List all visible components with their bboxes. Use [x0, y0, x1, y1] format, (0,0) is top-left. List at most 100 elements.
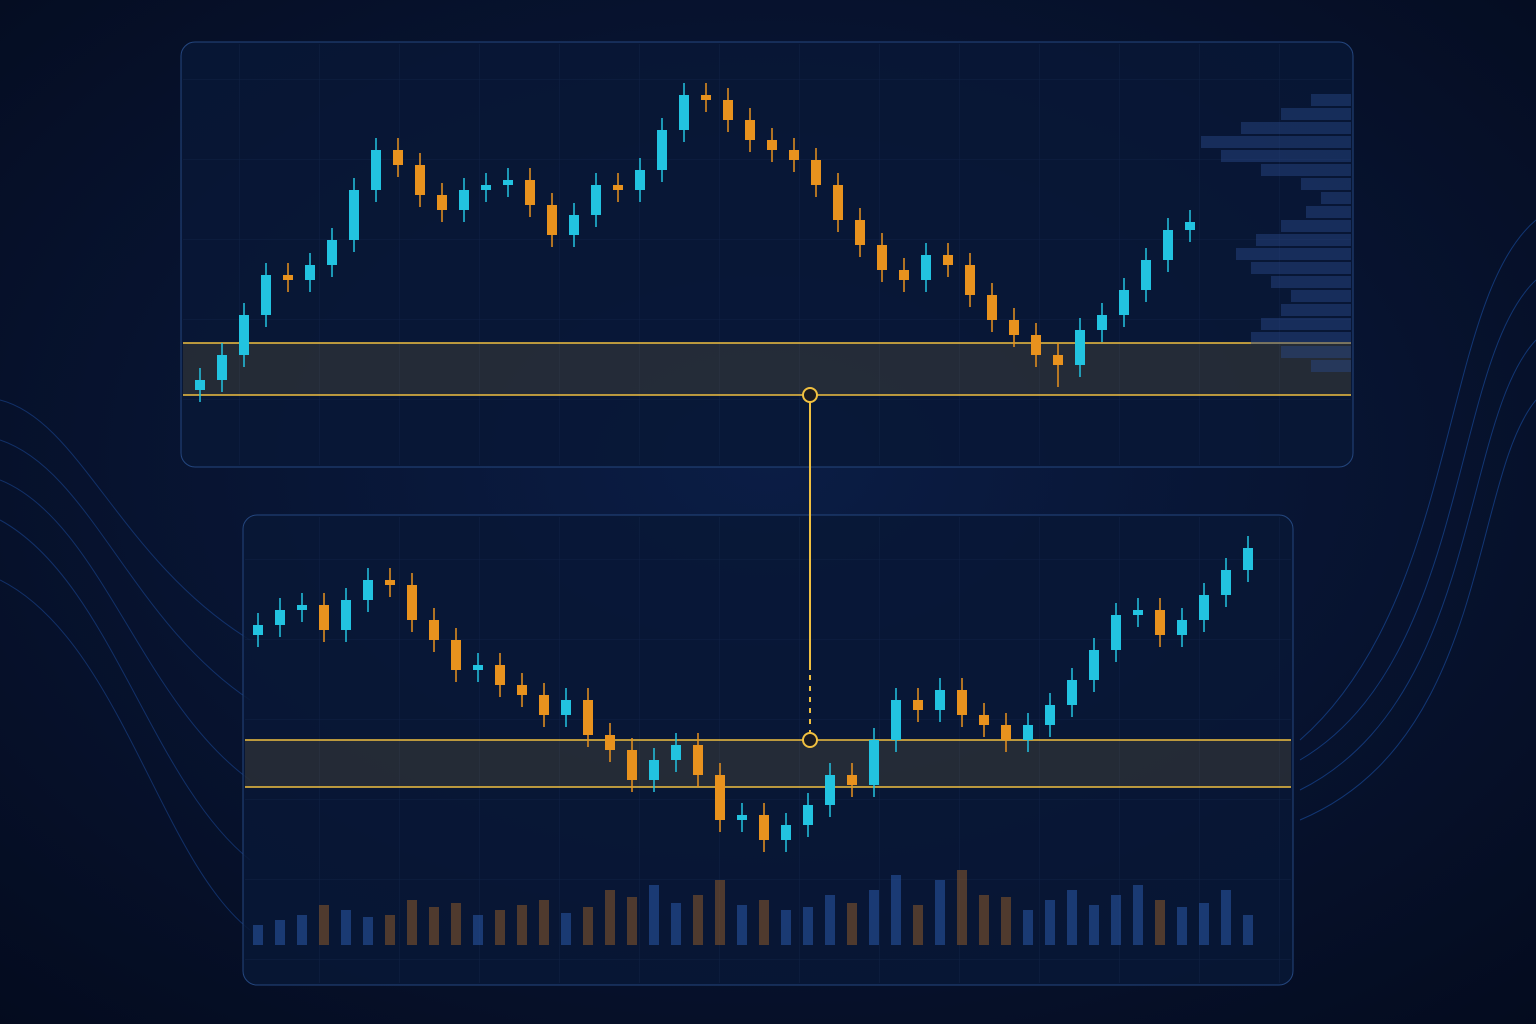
candle-body: [943, 255, 953, 265]
volume-bar: [275, 920, 285, 945]
candle-body: [547, 205, 557, 235]
candle-body: [957, 690, 967, 715]
candle-body: [767, 140, 777, 150]
candle-body: [1185, 222, 1195, 230]
volume-bar: [407, 900, 417, 945]
profile-bar: [1256, 234, 1351, 246]
volume-bar: [605, 890, 615, 945]
candle-body: [327, 240, 337, 265]
candle-body: [605, 735, 615, 750]
profile-bar: [1281, 346, 1351, 358]
candle-body: [833, 185, 843, 220]
candle-body: [613, 185, 623, 190]
candle-body: [635, 170, 645, 190]
volume-bar: [517, 905, 527, 945]
wave-left: [0, 399, 251, 931]
candle-body: [1133, 610, 1143, 615]
candle-body: [1177, 620, 1187, 635]
candle-body: [561, 700, 571, 715]
candle-body: [305, 265, 315, 280]
candle-body: [415, 165, 425, 195]
candle-body: [1141, 260, 1151, 290]
volume-bar: [957, 870, 967, 945]
volume-bar: [1111, 895, 1121, 945]
profile-bar: [1261, 164, 1351, 176]
volume-bar: [803, 907, 813, 945]
candle-body: [393, 150, 403, 165]
volume-bar: [1243, 915, 1253, 945]
candle-body: [1221, 570, 1231, 595]
volume-bar: [495, 910, 505, 945]
candle-body: [481, 185, 491, 190]
candle-body: [1089, 650, 1099, 680]
volume-bar: [1155, 900, 1165, 945]
candle-body: [803, 805, 813, 825]
candle-body: [451, 640, 461, 670]
candle-body: [1031, 335, 1041, 355]
candle-body: [649, 760, 659, 780]
volume-bar: [363, 917, 373, 945]
volume-bar: [737, 905, 747, 945]
candle-body: [781, 825, 791, 840]
volume-bar: [693, 895, 703, 945]
candle-body: [319, 605, 329, 630]
candle-body: [745, 120, 755, 140]
candle-body: [847, 775, 857, 785]
volume-bar: [781, 910, 791, 945]
candle-body: [1119, 290, 1129, 315]
top-chart: [183, 83, 1351, 402]
candle-body: [671, 745, 681, 760]
volume-bar: [759, 900, 769, 945]
candle-body: [253, 625, 263, 635]
candle-body: [1001, 725, 1011, 740]
candle-body: [1111, 615, 1121, 650]
candle-body: [811, 160, 821, 185]
candle-body: [1023, 725, 1033, 740]
volume-bar: [319, 905, 329, 945]
volume-bar: [1089, 905, 1099, 945]
volume-bar: [671, 903, 681, 945]
profile-bar: [1301, 178, 1351, 190]
top-grid: [183, 44, 1351, 465]
candle-body: [693, 745, 703, 775]
profile-bar: [1311, 360, 1351, 372]
candle-body: [935, 690, 945, 710]
volume-bar: [715, 880, 725, 945]
candle-body: [261, 275, 271, 315]
bottom-chart: [245, 536, 1291, 945]
volume-bar: [935, 880, 945, 945]
candle-body: [789, 150, 799, 160]
candle-body: [195, 380, 205, 390]
candle-body: [503, 180, 513, 185]
candle-body: [869, 740, 879, 785]
volume-bar: [979, 895, 989, 945]
candle-body: [459, 190, 469, 210]
candle-body: [239, 315, 249, 355]
candle-body: [627, 750, 637, 780]
volume-bar: [253, 925, 263, 945]
profile-bar: [1221, 150, 1351, 162]
volume-bar: [627, 897, 637, 945]
volume-bar: [1045, 900, 1055, 945]
volume-bar: [913, 905, 923, 945]
zone-band: [245, 740, 1291, 787]
profile-bar: [1201, 136, 1351, 148]
candle-body: [1155, 610, 1165, 635]
volume-bar: [847, 903, 857, 945]
profile-bar: [1281, 220, 1351, 232]
candle-body: [657, 130, 667, 170]
candle-body: [437, 195, 447, 210]
volume-bar: [1177, 907, 1187, 945]
candle-body: [715, 775, 725, 820]
candle-body: [737, 815, 747, 820]
volume-bar: [1133, 885, 1143, 945]
candle-body: [979, 715, 989, 725]
candle-body: [921, 255, 931, 280]
candle-body: [1097, 315, 1107, 330]
candle-body: [1009, 320, 1019, 335]
candle-body: [1243, 548, 1253, 570]
candle-body: [217, 355, 227, 380]
candle-body: [473, 665, 483, 670]
volume-bar: [825, 895, 835, 945]
candle-body: [1053, 355, 1063, 365]
